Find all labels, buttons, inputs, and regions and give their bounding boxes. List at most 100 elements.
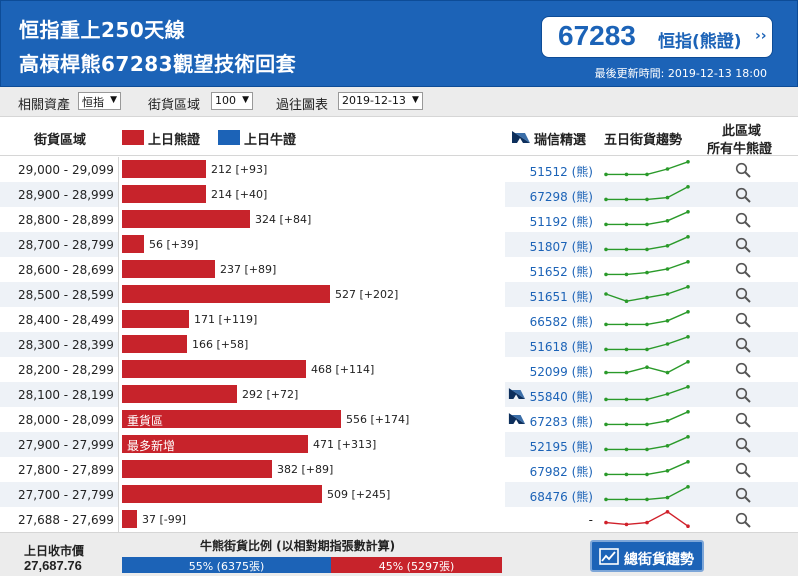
- search-icon[interactable]: [735, 437, 751, 453]
- table-row: 27,900 - 27,999 最多新增 471 [+313] 52195 (熊): [0, 432, 798, 457]
- zone-select[interactable]: 100 ▼: [211, 92, 253, 110]
- trend-point: [624, 370, 629, 375]
- bear-bar[interactable]: [122, 335, 187, 353]
- row-right-cells: 51618 (熊): [505, 332, 798, 357]
- trend-line: [606, 486, 689, 501]
- row-right-cells: -: [505, 507, 798, 532]
- bear-bar[interactable]: [122, 435, 308, 453]
- history-select[interactable]: 2019-12-13 ▼: [338, 92, 423, 110]
- bear-bar[interactable]: [122, 235, 144, 253]
- trend-point: [686, 160, 690, 164]
- top-pick-code[interactable]: 51807 (熊): [529, 240, 593, 254]
- bar-value-label: 292 [+72]: [242, 388, 299, 401]
- bear-bar[interactable]: [122, 160, 206, 178]
- row-right-cells: 66582 (熊): [505, 307, 798, 332]
- search-icon[interactable]: [735, 212, 751, 228]
- trend-point: [645, 497, 649, 502]
- trend-point: [686, 235, 690, 239]
- top-pick-code[interactable]: 51652 (熊): [529, 265, 593, 279]
- bear-bar[interactable]: [122, 210, 250, 228]
- row-right-cells: 51807 (熊): [505, 232, 798, 257]
- zone-range: 28,700 - 28,799: [0, 232, 119, 257]
- total-trend-button[interactable]: 總街貨趨勢: [590, 540, 704, 572]
- table-row: 27,688 - 27,699 37 [-99] -: [0, 507, 798, 532]
- bear-bar[interactable]: [122, 185, 206, 203]
- search-icon[interactable]: [735, 362, 751, 378]
- bear-bar[interactable]: [122, 410, 341, 428]
- bull-bear-ratio-bar: 55% (6375張) 45% (5297張): [122, 557, 502, 573]
- search-icon[interactable]: [735, 287, 751, 303]
- asset-select[interactable]: 恒指 ▼: [78, 92, 121, 110]
- top-pick-code[interactable]: 66582 (熊): [529, 315, 593, 329]
- bear-bar[interactable]: [122, 385, 237, 403]
- bar-tag: 最多新增: [127, 439, 176, 453]
- bear-legend-swatch: [122, 130, 144, 145]
- top-pick-code[interactable]: 67982 (熊): [529, 465, 593, 479]
- bear-ratio-segment: 45% (5297張): [331, 557, 502, 573]
- trend-sparkline: [604, 260, 690, 277]
- bear-bar[interactable]: [122, 310, 189, 328]
- trend-point: [645, 447, 649, 452]
- bear-bar[interactable]: [122, 285, 330, 303]
- search-icon[interactable]: [735, 412, 751, 428]
- top-pick-code[interactable]: 51651 (熊): [529, 290, 593, 304]
- trend-line: [606, 161, 689, 176]
- bear-bar[interactable]: [122, 485, 322, 503]
- search-icon[interactable]: [735, 512, 751, 528]
- close-price-value: 27,687.76: [24, 558, 82, 573]
- trend-point: [686, 485, 690, 489]
- trend-point: [686, 435, 690, 439]
- trend-column-header: 五日街貨趨勢: [604, 133, 683, 148]
- row-right-cells: 51652 (熊): [505, 257, 798, 282]
- bear-legend-label: 上日熊證: [148, 133, 201, 148]
- trend-point: [604, 347, 608, 352]
- top-pick-code[interactable]: 52099 (熊): [529, 365, 593, 379]
- zone-range: 28,000 - 28,099: [0, 407, 119, 432]
- bar-value-label: 527 [+202]: [335, 288, 399, 301]
- all-column-header-line1: 此區域: [722, 124, 762, 139]
- trend-point: [604, 272, 608, 277]
- search-icon[interactable]: [735, 337, 751, 353]
- zone-select-value: 100: [215, 94, 236, 107]
- ubs-logo-icon: [508, 413, 526, 424]
- search-icon[interactable]: [735, 487, 751, 503]
- search-icon[interactable]: [735, 262, 751, 278]
- top-pick-code[interactable]: 55840 (熊): [529, 390, 593, 404]
- trend-point: [645, 322, 649, 327]
- top-pick-code[interactable]: 68476 (熊): [529, 490, 593, 504]
- top-pick-code[interactable]: 67283 (熊): [529, 415, 593, 429]
- trend-point: [686, 360, 690, 364]
- search-icon[interactable]: [735, 462, 751, 478]
- bull-legend-label: 上日牛證: [244, 133, 297, 148]
- bear-bar[interactable]: [122, 260, 215, 278]
- search-icon[interactable]: [735, 387, 751, 403]
- search-icon[interactable]: [735, 162, 751, 178]
- quote-button[interactable]: 67283 恒指(熊證) ››: [541, 16, 773, 58]
- top-pick-code[interactable]: 52195 (熊): [529, 440, 593, 454]
- quote-value: 67283: [558, 20, 636, 51]
- top-pick-code[interactable]: 51512 (熊): [529, 165, 593, 179]
- search-icon[interactable]: [735, 237, 751, 253]
- search-icon[interactable]: [735, 187, 751, 203]
- trend-point: [624, 472, 629, 477]
- bear-bar[interactable]: [122, 360, 306, 378]
- caret-down-icon: ▼: [242, 95, 249, 105]
- trend-point: [604, 397, 608, 402]
- top-pick-code[interactable]: 51192 (熊): [529, 215, 593, 229]
- bar-value-label: 37 [-99]: [142, 513, 187, 526]
- bar-value-label: 382 [+89]: [277, 463, 334, 476]
- trend-point: [645, 422, 649, 427]
- row-right-cells: 67298 (熊): [505, 182, 798, 207]
- bar-value-label: 556 [+174]: [346, 413, 410, 426]
- trend-point: [604, 292, 608, 296]
- trend-sparkline: [604, 510, 690, 528]
- bear-bar[interactable]: [122, 460, 272, 478]
- top-pick-code[interactable]: 67298 (熊): [529, 190, 593, 204]
- top-pick-code[interactable]: 51618 (熊): [529, 340, 593, 354]
- bull-ratio-segment: 55% (6375張): [122, 557, 331, 573]
- bear-bar[interactable]: [122, 510, 137, 528]
- trend-point: [686, 385, 690, 389]
- zone-range: 28,800 - 28,899: [0, 207, 119, 232]
- table-row: 28,500 - 28,599 527 [+202] 51651 (熊): [0, 282, 798, 307]
- search-icon[interactable]: [735, 312, 751, 328]
